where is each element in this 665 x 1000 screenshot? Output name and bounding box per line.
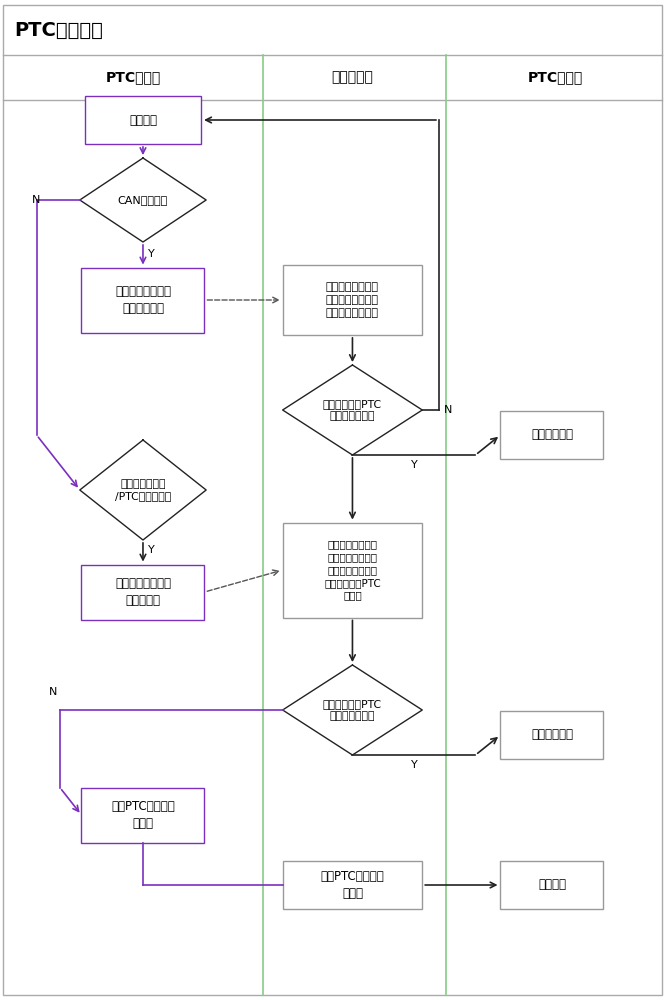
- Text: 紧急停止加热: 紧急停止加热: [531, 428, 573, 442]
- Text: N: N: [444, 405, 453, 415]
- Polygon shape: [80, 440, 206, 540]
- Polygon shape: [283, 365, 422, 455]
- FancyBboxPatch shape: [500, 711, 604, 759]
- Text: PTC控制器: PTC控制器: [105, 70, 161, 85]
- Text: Y: Y: [410, 460, 418, 470]
- Polygon shape: [283, 665, 422, 755]
- FancyBboxPatch shape: [283, 522, 422, 617]
- Text: 水温传感器故障
/PTC加热器故障: 水温传感器故障 /PTC加热器故障: [115, 479, 171, 501]
- Text: 是否立即关闭PTC
加热器高压回路: 是否立即关闭PTC 加热器高压回路: [323, 399, 382, 421]
- FancyBboxPatch shape: [500, 861, 604, 909]
- Text: PTC诊断流程: PTC诊断流程: [15, 20, 104, 39]
- Text: 是否立即关闭PTC
加热器高压回路: 是否立即关闭PTC 加热器高压回路: [323, 699, 382, 721]
- FancyBboxPatch shape: [283, 265, 422, 335]
- Text: 停止加热: 停止加热: [538, 879, 566, 892]
- Text: Y: Y: [148, 249, 154, 259]
- FancyBboxPatch shape: [85, 96, 201, 144]
- Text: N: N: [49, 687, 57, 697]
- Text: N: N: [31, 195, 40, 205]
- Text: 接收加热系统二级
故障信息，并判断
当前系统故障状态
，点亮仪表中PTC
故障灯: 接收加热系统二级 故障信息，并判断 当前系统故障状态 ，点亮仪表中PTC 故障灯: [324, 539, 381, 601]
- FancyBboxPatch shape: [81, 564, 205, 620]
- FancyBboxPatch shape: [81, 788, 205, 842]
- Text: 上级控制器: 上级控制器: [332, 70, 373, 85]
- FancyBboxPatch shape: [283, 861, 422, 909]
- Text: Y: Y: [148, 545, 154, 555]
- Text: 故障诊断: 故障诊断: [129, 113, 157, 126]
- Text: 关闭PTC加热器低
压回路: 关闭PTC加热器低 压回路: [111, 800, 175, 830]
- Text: PTC加热器: PTC加热器: [527, 70, 583, 85]
- Text: 紧急停止加热: 紧急停止加热: [531, 728, 573, 742]
- Text: CAN通讯故障: CAN通讯故障: [118, 195, 168, 205]
- Polygon shape: [80, 158, 206, 242]
- Text: Y: Y: [410, 760, 418, 770]
- Text: 将故障信息发送至
上级控制器: 将故障信息发送至 上级控制器: [115, 577, 171, 607]
- FancyBboxPatch shape: [81, 268, 205, 332]
- Text: 将错误帧信息发送
至上级控制器: 将错误帧信息发送 至上级控制器: [115, 285, 171, 315]
- FancyBboxPatch shape: [3, 5, 662, 995]
- Text: 接收加热系统一级
故障信息，并判断
当前系统故障状态: 接收加热系统一级 故障信息，并判断 当前系统故障状态: [326, 282, 379, 318]
- Text: 关闭PTC加热器高
压回路: 关闭PTC加热器高 压回路: [321, 870, 384, 900]
- FancyBboxPatch shape: [500, 411, 604, 459]
